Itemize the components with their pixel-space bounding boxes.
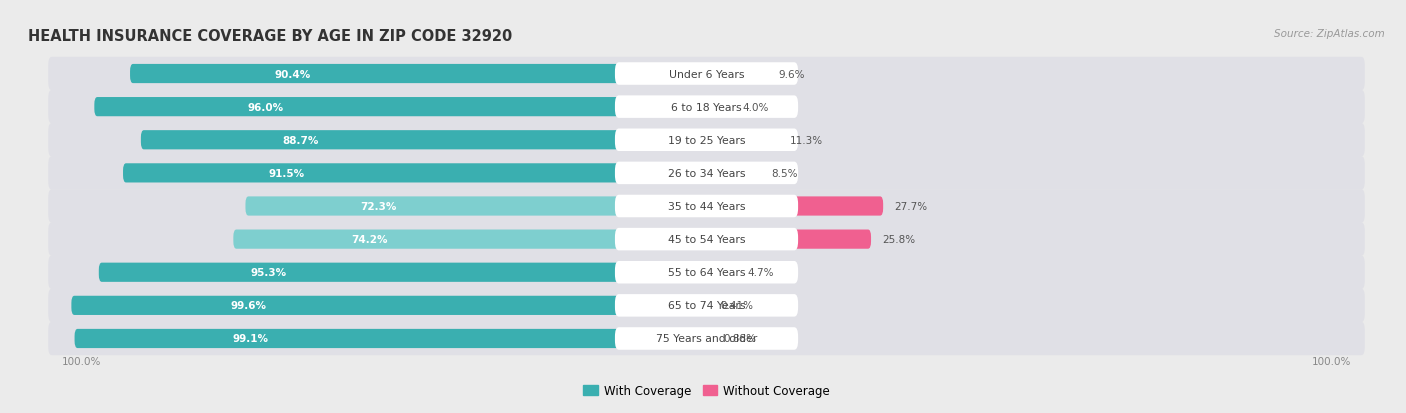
Text: 74.2%: 74.2%	[352, 235, 388, 244]
Text: 72.3%: 72.3%	[361, 202, 396, 211]
Text: 55 to 64 Years: 55 to 64 Years	[668, 268, 745, 278]
FancyBboxPatch shape	[707, 197, 883, 216]
FancyBboxPatch shape	[707, 263, 737, 282]
FancyBboxPatch shape	[48, 289, 1365, 322]
FancyBboxPatch shape	[707, 164, 761, 183]
FancyBboxPatch shape	[706, 296, 710, 315]
FancyBboxPatch shape	[48, 91, 1365, 124]
Text: 91.5%: 91.5%	[269, 169, 305, 178]
Legend: With Coverage, Without Coverage: With Coverage, Without Coverage	[579, 379, 834, 401]
Text: 99.1%: 99.1%	[232, 334, 269, 344]
Text: Under 6 Years: Under 6 Years	[669, 69, 744, 79]
FancyBboxPatch shape	[246, 197, 707, 216]
FancyBboxPatch shape	[707, 230, 872, 249]
FancyBboxPatch shape	[48, 322, 1365, 355]
Text: 75 Years and older: 75 Years and older	[655, 334, 758, 344]
FancyBboxPatch shape	[72, 296, 707, 315]
Text: 45 to 54 Years: 45 to 54 Years	[668, 235, 745, 244]
FancyBboxPatch shape	[614, 228, 799, 251]
Text: 27.7%: 27.7%	[894, 202, 927, 211]
FancyBboxPatch shape	[614, 96, 799, 119]
FancyBboxPatch shape	[48, 256, 1365, 289]
Text: 8.5%: 8.5%	[772, 169, 799, 178]
FancyBboxPatch shape	[98, 263, 707, 282]
Text: Source: ZipAtlas.com: Source: ZipAtlas.com	[1274, 29, 1385, 39]
Text: 99.6%: 99.6%	[231, 301, 266, 311]
FancyBboxPatch shape	[707, 329, 711, 348]
Text: 100.0%: 100.0%	[1312, 356, 1351, 366]
Text: 65 to 74 Years: 65 to 74 Years	[668, 301, 745, 311]
FancyBboxPatch shape	[614, 162, 799, 185]
Text: 25.8%: 25.8%	[882, 235, 915, 244]
Text: 0.88%: 0.88%	[723, 334, 756, 344]
FancyBboxPatch shape	[48, 124, 1365, 157]
FancyBboxPatch shape	[614, 195, 799, 218]
Text: HEALTH INSURANCE COVERAGE BY AGE IN ZIP CODE 32920: HEALTH INSURANCE COVERAGE BY AGE IN ZIP …	[28, 29, 512, 44]
FancyBboxPatch shape	[48, 157, 1365, 190]
Text: 90.4%: 90.4%	[274, 69, 311, 79]
Text: 88.7%: 88.7%	[283, 135, 319, 145]
FancyBboxPatch shape	[614, 261, 799, 284]
FancyBboxPatch shape	[614, 63, 799, 85]
FancyBboxPatch shape	[129, 65, 707, 84]
Text: 35 to 44 Years: 35 to 44 Years	[668, 202, 745, 211]
FancyBboxPatch shape	[75, 329, 707, 348]
FancyBboxPatch shape	[124, 164, 707, 183]
FancyBboxPatch shape	[707, 65, 768, 84]
FancyBboxPatch shape	[48, 190, 1365, 223]
Text: 26 to 34 Years: 26 to 34 Years	[668, 169, 745, 178]
FancyBboxPatch shape	[141, 131, 707, 150]
Text: 100.0%: 100.0%	[62, 356, 101, 366]
Text: 95.3%: 95.3%	[250, 268, 287, 278]
FancyBboxPatch shape	[707, 131, 779, 150]
FancyBboxPatch shape	[48, 223, 1365, 256]
FancyBboxPatch shape	[707, 98, 733, 117]
Text: 9.6%: 9.6%	[779, 69, 806, 79]
FancyBboxPatch shape	[48, 58, 1365, 91]
FancyBboxPatch shape	[94, 98, 707, 117]
Text: 4.7%: 4.7%	[748, 268, 773, 278]
FancyBboxPatch shape	[614, 328, 799, 350]
Text: 19 to 25 Years: 19 to 25 Years	[668, 135, 745, 145]
Text: 0.41%: 0.41%	[720, 301, 754, 311]
FancyBboxPatch shape	[614, 294, 799, 317]
Text: 6 to 18 Years: 6 to 18 Years	[671, 102, 742, 112]
FancyBboxPatch shape	[614, 129, 799, 152]
Text: 4.0%: 4.0%	[742, 102, 769, 112]
Text: 96.0%: 96.0%	[247, 102, 284, 112]
FancyBboxPatch shape	[233, 230, 707, 249]
Text: 11.3%: 11.3%	[789, 135, 823, 145]
